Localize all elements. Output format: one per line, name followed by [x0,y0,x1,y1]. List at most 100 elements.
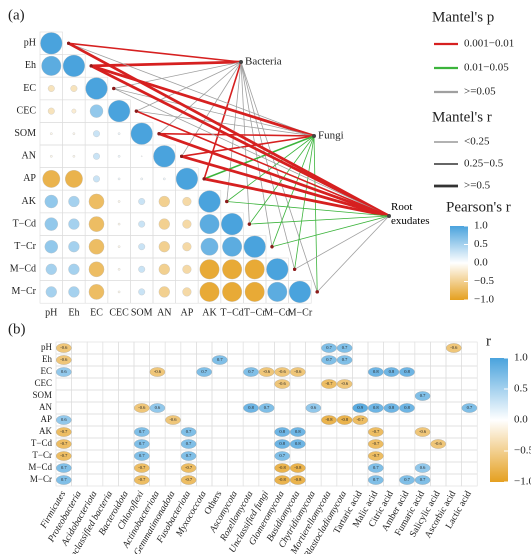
correlation-ellipse [180,475,197,485]
correlation-ellipse [180,427,197,437]
correlation-circle [222,259,243,280]
cell [196,449,213,463]
cell [227,377,244,391]
mantel-link [226,201,390,217]
correlation-circle [89,104,104,118]
correlation-ellipse [368,427,384,437]
cell [211,437,228,451]
correlation-circle [93,130,100,138]
mantel-link [294,215,390,270]
correlation-circle [70,85,78,92]
cell [461,425,478,439]
correlation-circle [117,177,121,181]
correlation-circle [117,268,121,271]
cell [71,341,88,355]
correlation-ellipse [274,463,290,473]
link-node [180,154,184,158]
cell [430,449,447,463]
cell [133,413,150,427]
correlation-ellipse [149,367,166,377]
value-label: 0.7 [373,477,379,482]
cell [118,461,135,475]
cell [336,389,353,403]
row-label: T−Cd [31,438,53,448]
cell [149,413,166,427]
cell [55,401,72,415]
correlation-circle [45,263,57,275]
correlation-ellipse [196,367,212,377]
correlation-ellipse [134,427,150,437]
correlation-circle [138,220,146,228]
cell [86,377,104,391]
value-label: -0.7 [138,477,146,482]
cell [352,353,369,367]
target-node [312,134,316,138]
cell [320,473,338,487]
correlation-circle [141,155,143,157]
cell [227,341,244,355]
correlation-ellipse [414,391,431,401]
cell [102,413,119,427]
cell [445,437,462,451]
cell [102,401,119,415]
mantel-link [158,132,390,218]
cell [196,473,213,487]
correlation-ellipse [336,343,353,353]
correlation-circle [117,222,121,226]
value-label: -0.8 [279,477,287,482]
cell [196,353,213,367]
value-label: 0.8 [404,405,410,410]
correlation-ellipse [258,367,275,377]
cell [430,389,447,403]
cell [445,353,462,367]
value-label: 0.8 [248,405,254,410]
value-label: 0.7 [342,357,348,362]
link-node [247,222,251,226]
cell [86,389,104,403]
value-label: -0.7 [357,417,365,422]
row-label: AK [39,426,52,436]
value-label: 0.8 [279,429,285,434]
cell [305,449,322,463]
cell [164,473,182,487]
cell [398,449,416,463]
cell [305,437,322,451]
correlation-circle [138,243,146,251]
cell [164,389,182,403]
cell [227,389,244,403]
correlation-circle [88,238,105,255]
correlation-ellipse [134,403,150,413]
cell [118,389,135,403]
value-label: 0.7 [373,465,379,470]
link-node [270,245,274,249]
correlation-circle [88,261,105,278]
cell [71,425,88,439]
mantel-link [294,135,315,270]
link-node [157,132,161,136]
row-label: T−Cr [14,241,36,252]
cell [461,353,478,367]
mantel-link [91,60,242,68]
mantel-link [271,135,315,247]
cell [86,449,104,463]
correlation-ellipse [352,415,368,425]
cell [211,413,228,427]
correlation-ellipse [368,367,384,377]
correlation-circle [68,286,80,298]
value-label: 0.7 [404,477,410,482]
value-label: -0.7 [60,441,68,446]
mantel-link [113,61,242,89]
cell [180,341,197,355]
colorbar-tick-label: −0.5 [474,275,494,287]
target-node [387,214,391,218]
value-label: 0.8 [279,441,285,446]
column-label: EC [90,307,103,318]
cell [71,377,88,391]
cell [71,353,88,367]
row-label: T−Cd [13,218,36,229]
cell [367,413,384,427]
cell [398,353,416,367]
cell [289,401,306,415]
cell [352,473,369,487]
cell [352,449,369,463]
